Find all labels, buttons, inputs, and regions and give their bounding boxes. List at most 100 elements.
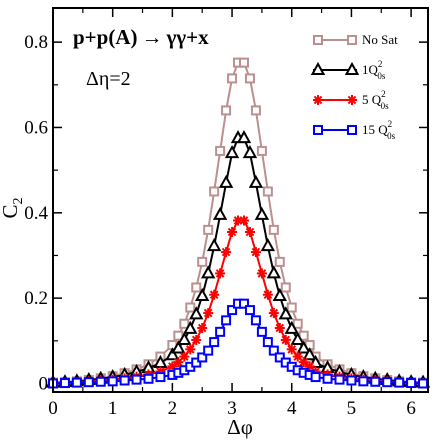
data-point (206, 238, 222, 252)
data-point (215, 145, 226, 156)
data-point (179, 351, 190, 362)
legend-entry: 1Q2 0s (310, 59, 386, 81)
data-point (262, 289, 273, 300)
y-axis-title-main: C (0, 204, 22, 218)
data-point (256, 326, 267, 337)
legend-label: 15 Q2 0s (362, 119, 396, 141)
legend-label-sup: 2 (381, 89, 386, 99)
data-point (191, 334, 202, 345)
legend-label: 1Q2 0s (362, 59, 386, 81)
legend-entry: No Sat (313, 32, 398, 47)
data-point (268, 224, 279, 235)
y-tick-label: 0.2 (24, 288, 48, 309)
data-point (195, 287, 210, 301)
data-point (268, 308, 279, 319)
data-point (236, 130, 252, 144)
data-point (209, 289, 220, 300)
y-tick-label: 0 (39, 373, 49, 394)
data-point (256, 145, 267, 156)
data-point (200, 265, 216, 279)
data-point (394, 377, 405, 388)
data-point (197, 256, 208, 267)
legend-label-main: 1Q (362, 62, 379, 77)
data-point (191, 357, 202, 368)
data-point (292, 318, 303, 329)
data-point (244, 227, 255, 237)
data-point (131, 374, 142, 385)
data-point (260, 238, 276, 252)
legend-label: No Sat (362, 32, 398, 47)
data-point (238, 57, 249, 68)
data-point (266, 265, 282, 279)
data-point (358, 376, 369, 387)
x-tick-label: 0 (48, 398, 58, 419)
legend-label-sub: 0s (387, 131, 396, 141)
data-point (346, 375, 357, 386)
data-point (218, 174, 234, 188)
data-point (298, 357, 309, 368)
data-point (382, 377, 393, 388)
y-axis-title-sub: 2 (11, 197, 26, 204)
process-right: γγ+x (165, 25, 209, 49)
data-point (221, 315, 232, 326)
data-point (177, 331, 192, 345)
data-point (250, 247, 261, 258)
data-point (119, 375, 130, 386)
x-tick-label: 3 (227, 398, 237, 419)
data-point (185, 302, 196, 313)
legend-marker (313, 35, 323, 45)
data-point (165, 347, 180, 361)
series-layer (45, 57, 431, 389)
series-3 (48, 298, 429, 389)
data-point (290, 331, 305, 345)
data-point (209, 337, 220, 348)
legend-entry: 5 Q2 0s (313, 89, 389, 111)
data-point (83, 377, 94, 388)
data-point (71, 377, 82, 388)
data-point (59, 378, 70, 389)
data-point (310, 372, 321, 383)
legend-marker (347, 35, 357, 45)
plot-frame (52, 7, 429, 393)
data-point (334, 374, 345, 385)
data-point (227, 227, 238, 237)
data-point (224, 144, 240, 159)
data-point (227, 73, 238, 84)
legend-marker (347, 95, 357, 105)
data-point (143, 373, 154, 384)
process-annotation: p+p(A) → γγ+x (73, 25, 209, 49)
legend-entry: 15 Q2 0s (313, 119, 396, 141)
data-point (248, 174, 264, 188)
eta-annotation: Δη=2 (86, 68, 131, 90)
process-left: p+p(A) (73, 25, 137, 49)
data-point (284, 320, 299, 334)
data-point (262, 186, 273, 197)
data-point (197, 323, 208, 333)
data-point (242, 144, 258, 159)
data-point (212, 206, 228, 220)
data-point (286, 344, 297, 355)
legend-marker (310, 61, 326, 75)
data-point (215, 326, 226, 337)
y-tick-label: 0.8 (24, 32, 48, 53)
legend-marker (313, 125, 323, 135)
data-point (262, 337, 273, 348)
data-point (179, 318, 190, 329)
data-point (254, 206, 270, 220)
data-point (215, 268, 226, 279)
data-point (244, 305, 255, 316)
data-point (256, 268, 267, 279)
data-point (95, 376, 106, 387)
data-point (197, 352, 208, 363)
legend-label-sup: 2 (388, 119, 393, 129)
legend-label-main: No Sat (362, 32, 398, 47)
legend-marker (313, 95, 323, 105)
data-point (189, 306, 204, 320)
y-tick-label: 0.4 (24, 203, 48, 224)
y-axis-title: C2 (0, 197, 26, 218)
data-point (322, 373, 333, 384)
data-point (274, 323, 285, 333)
data-point (209, 186, 220, 197)
data-point (244, 73, 255, 84)
